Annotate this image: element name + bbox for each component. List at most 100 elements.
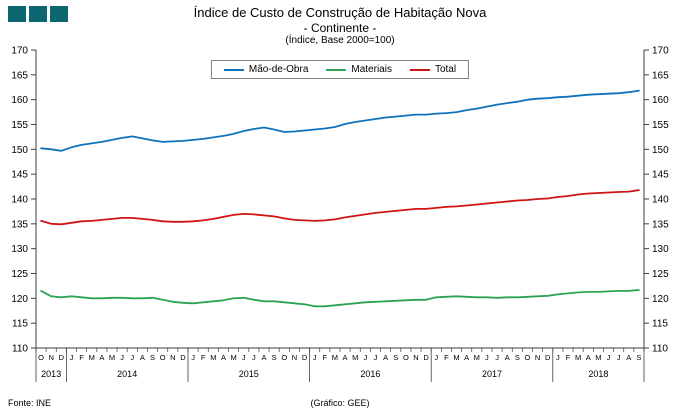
y-tick-label-left: 135 xyxy=(11,219,28,230)
month-label: D xyxy=(180,353,186,362)
month-label: F xyxy=(323,353,328,362)
line-swatch-icon xyxy=(326,68,347,71)
legend-item-materiais: Materiais xyxy=(326,64,392,75)
y-tick-label-right: 110 xyxy=(652,344,668,355)
y-tick-label-left: 115 xyxy=(12,319,28,330)
month-label: A xyxy=(383,353,388,362)
month-label: S xyxy=(150,353,155,362)
month-label: M xyxy=(453,353,459,362)
year-label: 2016 xyxy=(360,369,380,379)
month-label: F xyxy=(566,353,571,362)
month-label: N xyxy=(535,353,540,362)
legend-item-total: Total xyxy=(409,64,456,75)
year-label: 2014 xyxy=(117,369,137,379)
logo-square-icon xyxy=(8,6,26,22)
month-label: J xyxy=(556,353,560,362)
month-label: S xyxy=(515,353,520,362)
month-label: J xyxy=(120,353,124,362)
month-label: J xyxy=(130,353,134,362)
month-label: M xyxy=(210,353,216,362)
month-label: D xyxy=(302,353,308,362)
logo-square-icon xyxy=(29,6,47,22)
month-label: A xyxy=(99,353,104,362)
year-label: 2017 xyxy=(482,369,502,379)
month-label: O xyxy=(160,353,166,362)
y-tick-label-right: 150 xyxy=(652,145,669,156)
month-label: J xyxy=(495,353,499,362)
logo-square-icon xyxy=(50,6,68,22)
legend-item-mao-de-obra: Mão-de-Obra xyxy=(223,64,308,75)
y-tick-label-right: 120 xyxy=(652,294,669,305)
month-label: J xyxy=(70,353,74,362)
series-line-Mão-de-Obra xyxy=(40,89,640,152)
month-label: A xyxy=(343,353,348,362)
month-label: J xyxy=(434,353,438,362)
month-label: M xyxy=(575,353,581,362)
month-label: N xyxy=(170,353,175,362)
month-label: O xyxy=(38,353,44,362)
y-tick-label-right: 140 xyxy=(652,195,669,206)
month-label: O xyxy=(525,353,531,362)
year-label: 2018 xyxy=(588,369,608,379)
year-label: 2015 xyxy=(239,369,259,379)
credit-note: (Gráfico: GEE) xyxy=(310,398,370,408)
chart-title: Índice de Custo de Construção de Habitaç… xyxy=(193,5,487,20)
y-tick-label-right: 135 xyxy=(652,219,669,230)
month-label: A xyxy=(221,353,226,362)
month-label: J xyxy=(363,353,367,362)
y-tick-label-right: 125 xyxy=(652,269,669,280)
y-tick-label-right: 165 xyxy=(652,70,669,81)
month-label: N xyxy=(292,353,297,362)
month-label: D xyxy=(59,353,65,362)
y-tick-label-right: 145 xyxy=(652,170,669,181)
month-label: J xyxy=(485,353,489,362)
month-label: O xyxy=(281,353,287,362)
month-label: A xyxy=(626,353,631,362)
y-tick-label-left: 155 xyxy=(11,120,28,131)
month-label: A xyxy=(586,353,591,362)
series-line-Total xyxy=(40,189,640,226)
y-tick-label-right: 170 xyxy=(652,46,669,57)
year-label: 2013 xyxy=(41,369,61,379)
y-tick-label-left: 170 xyxy=(11,46,28,57)
month-label: N xyxy=(48,353,53,362)
y-tick-label-right: 130 xyxy=(652,244,669,255)
y-tick-label-left: 125 xyxy=(11,269,28,280)
month-label: J xyxy=(313,353,317,362)
month-label: A xyxy=(261,353,266,362)
series-line-Materiais xyxy=(40,288,640,308)
month-label: J xyxy=(617,353,621,362)
month-label: S xyxy=(636,353,641,362)
chart-base-note: (Índice, Base 2000=100) xyxy=(285,35,395,46)
month-label: S xyxy=(272,353,277,362)
month-label: M xyxy=(89,353,95,362)
y-tick-label-left: 140 xyxy=(11,195,28,206)
legend-label: Materiais xyxy=(351,64,392,75)
month-label: M xyxy=(109,353,115,362)
y-tick-label-left: 150 xyxy=(11,145,28,156)
month-label: A xyxy=(140,353,145,362)
month-label: D xyxy=(423,353,429,362)
month-label: F xyxy=(201,353,206,362)
month-label: D xyxy=(545,353,551,362)
title-block: Índice de Custo de Construção de Habitaç… xyxy=(0,5,680,47)
y-tick-label-left: 160 xyxy=(11,95,28,106)
month-label: M xyxy=(474,353,480,362)
y-tick-label-right: 155 xyxy=(652,120,669,131)
source-note: Fonte: INE xyxy=(8,398,52,408)
month-label: A xyxy=(464,353,469,362)
y-tick-label-right: 115 xyxy=(652,319,668,330)
y-tick-label-right: 160 xyxy=(652,95,669,106)
y-tick-label-left: 165 xyxy=(11,70,28,81)
month-label: N xyxy=(413,353,418,362)
y-tick-label-left: 120 xyxy=(11,294,28,305)
month-label: J xyxy=(607,353,611,362)
month-label: F xyxy=(79,353,84,362)
month-label: F xyxy=(444,353,449,362)
line-chart: 110 110 115 115 120 120 125 125 130 130 135 135 140 1… xyxy=(11,46,669,382)
legend: Mão-de-Obra Materiais Total xyxy=(210,60,470,79)
month-label: J xyxy=(374,353,378,362)
month-label: S xyxy=(393,353,398,362)
month-label: A xyxy=(505,353,510,362)
